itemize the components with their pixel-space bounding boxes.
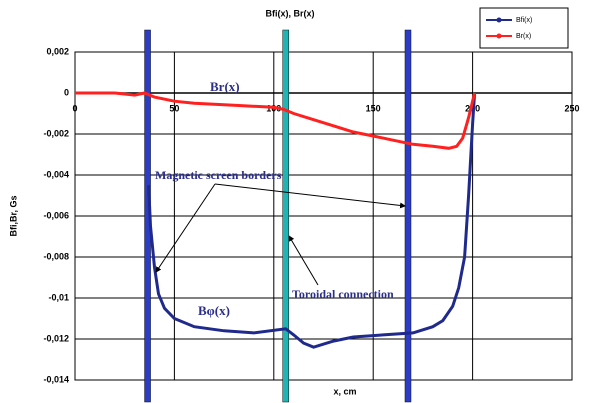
x-axis-label: x, cm: [333, 386, 356, 396]
arrow: [214, 183, 406, 209]
y-tick-label: -0,012: [43, 333, 69, 343]
x-tick-label: 150: [366, 103, 381, 113]
x-tick-label: 50: [169, 103, 179, 113]
y-tick-label: -0,002: [43, 128, 69, 138]
y-tick-label: 0,002: [46, 46, 69, 56]
vertical-marker: [404, 29, 412, 403]
y-axis-label: Bfi,Br, Gs: [8, 195, 18, 236]
annotation: Toroidal connection: [292, 287, 394, 301]
y-tick-label: -0,014: [43, 374, 69, 384]
x-tick-label: 250: [564, 103, 579, 113]
y-tick-label: -0,004: [43, 169, 69, 179]
y-tick-label: -0,006: [43, 210, 69, 220]
vertical-marker: [282, 29, 289, 403]
arrow: [155, 183, 216, 273]
annotation: Magnetic screen borders: [155, 168, 282, 182]
arrow: [288, 235, 319, 286]
y-tick-label: -0,008: [43, 251, 69, 261]
legend-swatch: [496, 33, 502, 39]
legend-swatch: [496, 17, 502, 23]
y-tick-label: -0,01: [48, 292, 69, 302]
legend-box: [479, 7, 569, 49]
series-line: [75, 91, 477, 150]
annotation: Br(x): [210, 79, 240, 94]
annotation: Bφ(x): [198, 303, 230, 318]
series-line: [147, 92, 477, 349]
legend-label: Bfi(x): [516, 17, 532, 24]
x-tick-label: 0: [72, 103, 77, 113]
legend-label: Br(x): [516, 33, 531, 40]
y-tick-label: 0: [64, 87, 69, 97]
chart-title: Bfi(x), Br(x): [266, 8, 315, 18]
